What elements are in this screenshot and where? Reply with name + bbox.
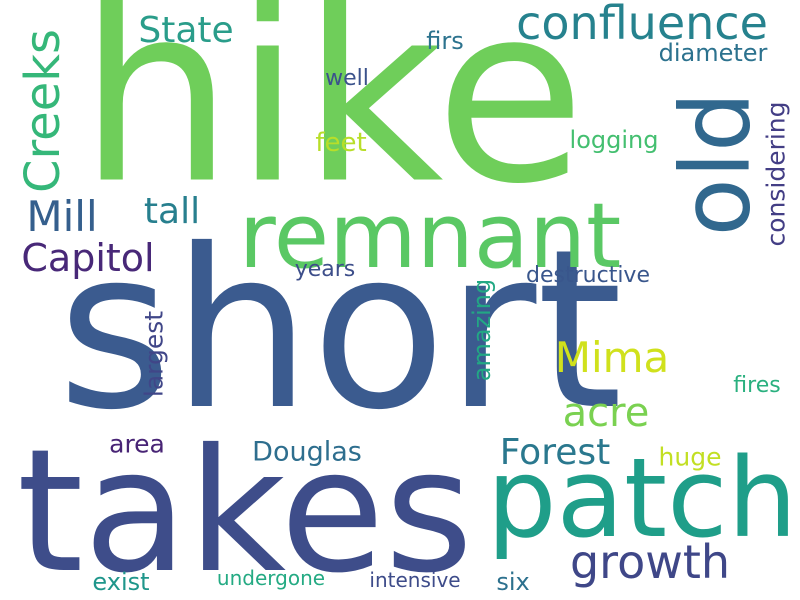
word-hike: hike [78,0,586,238]
word-Douglas: Douglas [252,436,362,468]
word-firs: firs [426,27,464,55]
word-considering: considering [761,101,791,247]
word-six: six [496,568,530,596]
word-tall: tall [143,191,201,232]
word-destructive: destructive [526,263,650,288]
word-Capitol: Capitol [21,236,155,280]
word-logging: logging [569,126,659,154]
word-area: area [109,429,165,459]
word-exist: exist [92,568,150,596]
word-fires: fires [733,373,781,398]
word-short: short [57,202,623,458]
word-intensive: intensive [369,568,461,592]
word-patch: patch [486,434,798,562]
word-feet: feet [315,128,367,158]
word-State: State [138,10,234,51]
word-confluence: confluence [516,0,768,50]
word-Creeks: Creeks [15,28,71,194]
word-huge: huge [658,442,722,472]
word-remnant: remnant [238,184,622,289]
word-well: well [325,66,369,91]
word-takes: takes [16,413,474,600]
word-Forest: Forest [499,432,611,473]
word-diameter: diameter [658,39,768,67]
word-Mill: Mill [26,192,98,241]
word-years: years [294,257,356,282]
word-acre: acre [562,390,650,436]
word-undergone: undergone [216,566,326,590]
word-old: old [661,91,772,237]
word-largest: largest [139,310,169,398]
word-amazing: amazing [468,278,496,382]
word-Mima: Mima [554,333,670,382]
word-growth: growth [569,535,731,589]
